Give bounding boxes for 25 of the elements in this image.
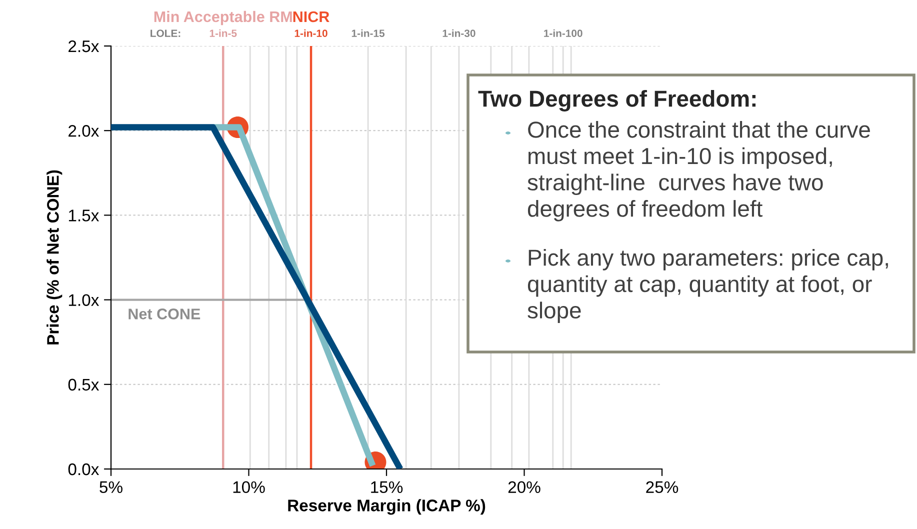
y-tick-label: 1.0x [68,294,100,306]
y-tick-label: 2.0x [68,125,100,137]
y-tick-label: 2.5x [68,40,100,52]
annotation: NICR [293,11,330,22]
text: LOLE: [150,30,180,37]
annotation: Pick any two parameters: price cap, quantity at cap, quantity at foot, or slope [528,249,888,324]
annotation: Min Acceptable RM [154,10,292,26]
ref-line-label: 1-in-10 [294,29,328,37]
x-tick-label: 15% [371,481,403,494]
x-tick-label: 25% [646,481,678,494]
ref-line-label: 1-in-15 [352,29,385,37]
annotation: Two Degrees of Freedom: [478,90,756,112]
ref-line-label: 1-in-30 [442,29,476,38]
x-tick-label: 20% [508,481,540,494]
y-tick-label: 0.0x [68,463,100,476]
x-tick-label: 5% [100,481,122,494]
y-axis-title: Price (% of Net CONE) [46,170,62,344]
x-tick-label: 10% [233,481,265,494]
series-label: Net CONE [128,308,200,320]
y-tick-label: 0.5x [68,378,100,391]
y-tick-label: 1.5x [68,210,100,222]
annotation: Once the constraint that the curve must meet 1-in-10 is imposed, straight-line curves have two degrees of freedom left [528,121,870,222]
ref-line-label: 1-in-100 [544,29,582,37]
ref-line-label: 1-in-5 [210,29,237,37]
x-axis-title: Reserve Margin (ICAP %) [288,499,486,515]
